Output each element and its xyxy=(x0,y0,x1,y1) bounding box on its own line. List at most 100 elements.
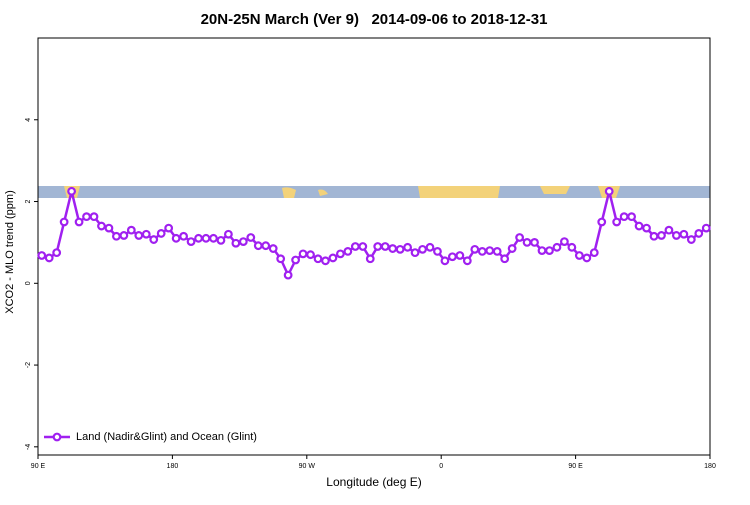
point xyxy=(410,248,420,258)
point xyxy=(89,212,99,222)
point xyxy=(306,250,315,260)
point xyxy=(44,253,54,263)
x-tick-label: 0 xyxy=(439,463,443,470)
chart-title: 20N-25N March (Ver 9) 2014-09-06 to 2018… xyxy=(201,11,548,28)
point xyxy=(694,229,704,238)
point xyxy=(507,244,517,253)
point xyxy=(104,223,114,233)
legend-marker xyxy=(52,432,62,442)
point xyxy=(425,242,435,252)
point xyxy=(522,238,532,247)
point xyxy=(164,223,174,233)
point xyxy=(582,253,592,263)
point xyxy=(649,231,659,241)
point xyxy=(119,231,129,240)
point xyxy=(276,254,286,264)
point xyxy=(111,231,121,241)
point xyxy=(642,223,651,233)
point xyxy=(350,242,360,251)
point xyxy=(74,217,84,227)
point xyxy=(231,238,241,248)
point xyxy=(201,233,211,243)
point xyxy=(485,246,495,255)
point xyxy=(455,251,465,260)
point xyxy=(171,233,181,243)
point xyxy=(67,186,76,196)
point xyxy=(686,235,696,244)
point xyxy=(612,217,622,227)
x-tick-label: 90 E xyxy=(568,463,583,470)
point xyxy=(291,255,301,265)
y-axis-label: XCO2 - MLO trend (ppm) xyxy=(4,190,16,313)
point xyxy=(283,270,293,280)
y-tick-label: 2 xyxy=(25,199,32,203)
point xyxy=(560,237,569,246)
point xyxy=(358,242,368,251)
point xyxy=(448,252,457,262)
point xyxy=(462,256,472,266)
point xyxy=(186,237,196,246)
x-tick-label: 90 W xyxy=(299,463,316,470)
point xyxy=(701,223,711,233)
point xyxy=(365,254,375,264)
point xyxy=(194,233,203,243)
point xyxy=(37,251,47,260)
y-tick-label: -2 xyxy=(25,362,32,368)
x-tick-label: 90 E xyxy=(31,463,46,470)
point xyxy=(149,235,159,244)
point xyxy=(440,256,450,266)
point xyxy=(545,246,554,255)
point xyxy=(657,231,666,240)
plot-frame xyxy=(37,37,711,456)
point xyxy=(59,217,69,227)
legend-label: Land (Nadir&Glint) and Ocean (Glint) xyxy=(76,431,257,443)
point xyxy=(552,242,562,252)
point xyxy=(238,237,248,246)
x-axis-label: Longitude (deg E) xyxy=(326,475,421,489)
point xyxy=(679,229,689,239)
point xyxy=(477,247,487,256)
point xyxy=(179,231,189,241)
point xyxy=(492,247,502,256)
point xyxy=(403,242,413,252)
point xyxy=(298,249,308,259)
y-tick-label: -4 xyxy=(25,444,32,450)
point xyxy=(627,212,636,222)
point xyxy=(52,248,62,258)
point xyxy=(126,225,136,235)
point xyxy=(223,229,233,239)
point xyxy=(141,229,151,239)
point xyxy=(619,212,629,222)
point xyxy=(537,246,547,255)
point xyxy=(253,241,263,251)
point xyxy=(321,256,330,266)
point xyxy=(567,242,577,252)
point xyxy=(268,244,278,253)
point xyxy=(388,244,398,253)
map-strip xyxy=(38,186,710,198)
y-tick-label: 4 xyxy=(25,118,32,122)
point xyxy=(209,233,218,243)
point xyxy=(433,247,442,256)
point xyxy=(604,186,614,196)
point xyxy=(246,233,256,242)
point xyxy=(634,221,644,231)
point xyxy=(373,242,383,251)
x-tick-label: 180 xyxy=(704,463,716,470)
point xyxy=(134,231,144,240)
point xyxy=(418,244,427,254)
point xyxy=(664,225,674,235)
point xyxy=(672,231,681,240)
point xyxy=(82,212,91,222)
point xyxy=(530,238,539,247)
point xyxy=(343,247,353,256)
point xyxy=(500,254,510,264)
point xyxy=(597,217,607,227)
point xyxy=(380,242,390,251)
point xyxy=(515,233,524,242)
point xyxy=(97,221,106,231)
point xyxy=(589,248,599,258)
point xyxy=(574,251,584,260)
